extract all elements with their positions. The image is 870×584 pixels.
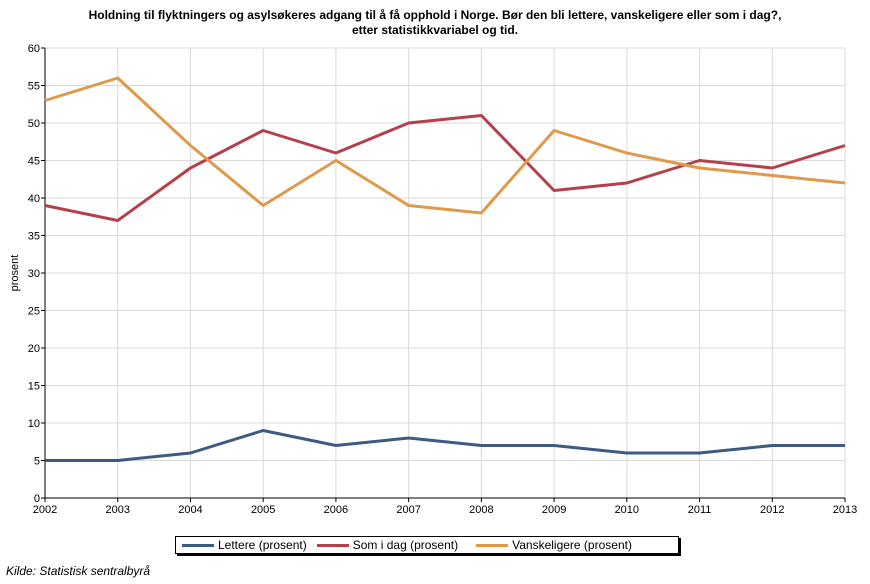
series-line-1 — [44, 114, 846, 222]
chart-subtitle: etter statistikkvariabel og tid. — [351, 23, 519, 37]
x-tick-label: 2009 — [542, 504, 566, 516]
x-tick-label: 2012 — [760, 504, 784, 516]
y-tick-label: 55 — [28, 81, 40, 93]
x-tick-label: 2013 — [833, 504, 857, 516]
legend-item-vanskeligere: Vanskeligere (prosent) — [476, 538, 632, 552]
legend-swatch-vanskeligere — [476, 543, 509, 547]
y-tick-label: 40 — [28, 193, 40, 205]
y-tick-label: 30 — [28, 268, 40, 280]
legend-label-vanskeligere: Vanskeligere (prosent) — [512, 538, 632, 552]
legend-swatch-som-i-dag — [316, 543, 349, 547]
legend: Lettere (prosent) Som i dag (prosent) Va… — [175, 536, 679, 554]
x-tick-label: 2003 — [105, 504, 129, 516]
legend-swatch-lettere — [182, 543, 214, 547]
y-tick-label: 25 — [28, 306, 40, 318]
y-tick-label: 50 — [28, 118, 40, 130]
legend-label-lettere: Lettere (prosent) — [218, 538, 307, 552]
legend-item-som-i-dag: Som i dag (prosent) — [316, 538, 459, 552]
legend-item-lettere: Lettere (prosent) — [182, 538, 307, 552]
x-tick-label: 2004 — [178, 504, 202, 516]
x-tick-label: 2010 — [615, 504, 639, 516]
x-tick-label: 2008 — [469, 504, 493, 516]
x-tick-label: 2005 — [251, 504, 275, 516]
legend-label-som-i-dag: Som i dag (prosent) — [352, 538, 459, 552]
y-tick-label: 45 — [28, 156, 40, 168]
x-tick-label: 2011 — [688, 504, 712, 516]
axes: 0 5 10 15 20 25 30 35 40 45 50 55 60 2002 2003 2004 2005… — [28, 43, 857, 516]
chart-title-line1: Holdning til flyktningers og asylsøkeres… — [88, 8, 782, 22]
y-tick-label: 20 — [28, 343, 40, 355]
chart-title: Holdning til flyktningers og asylsøkeres… — [0, 8, 870, 38]
y-tick-label: 10 — [28, 418, 40, 430]
x-tick-label: 2007 — [396, 504, 420, 516]
x-tick-label: 2002 — [33, 504, 57, 516]
y-tick-label: 0 — [34, 493, 40, 505]
y-tick-label: 5 — [34, 456, 40, 468]
source-note: Kilde: Statistisk sentralbyrå — [6, 564, 151, 578]
y-axis-label: prosent — [9, 255, 21, 292]
x-tick-label: 2006 — [324, 504, 348, 516]
series-line-0 — [45, 429, 845, 462]
y-tick-label: 60 — [28, 43, 40, 55]
grid-lines — [44, 47, 846, 499]
series-line-2 — [44, 76, 846, 215]
series-lines — [44, 76, 846, 462]
y-tick-label: 15 — [28, 381, 40, 393]
y-tick-label: 35 — [28, 231, 40, 243]
